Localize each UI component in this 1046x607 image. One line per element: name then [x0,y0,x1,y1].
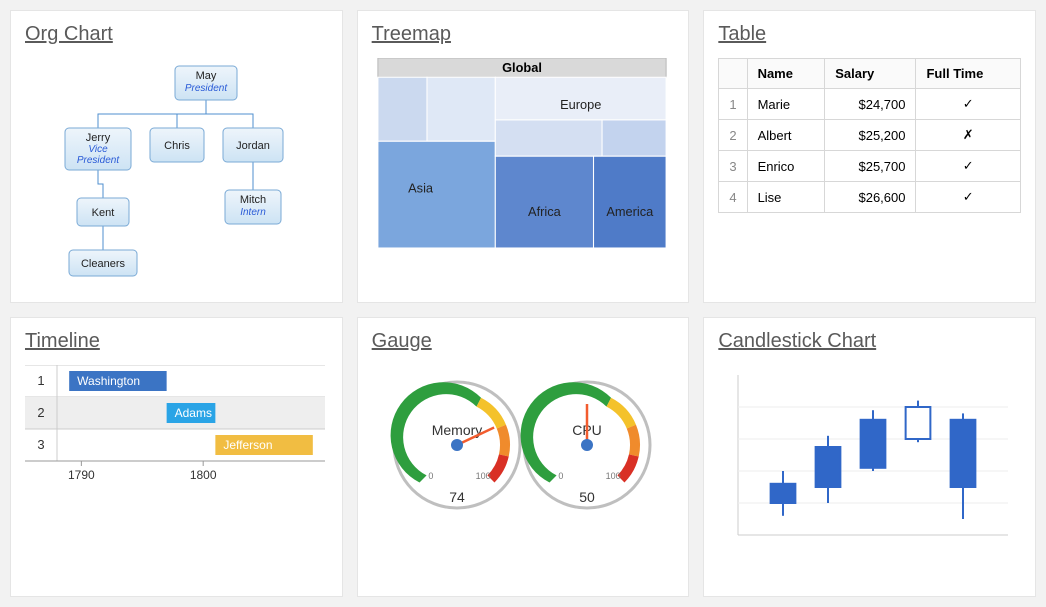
timeline-title[interactable]: Timeline [25,330,328,353]
svg-text:Jefferson: Jefferson [223,438,272,452]
svg-text:Chris: Chris [164,140,190,152]
timeline-chart: 1 Washington 2 Adams 3 Jefferson 1790 1800 [25,365,325,505]
svg-text:Jordan: Jordan [236,140,270,152]
candlestick-bar [861,420,886,468]
svg-text:0: 0 [428,471,433,481]
svg-text:Global: Global [502,60,542,75]
row-salary: $25,200 [825,120,916,151]
svg-text:Washington: Washington [77,374,140,388]
svg-text:Vice: Vice [88,144,108,155]
svg-text:3: 3 [37,437,44,452]
table-row: 1Marie$24,700✓ [719,89,1021,120]
svg-text:0: 0 [558,471,563,481]
candlestick-card: Candlestick Chart [703,317,1036,597]
treemap-card: Treemap Global Asia Europe Africa America [357,10,690,303]
row-fulltime: ✗ [916,120,1021,151]
org-chart-title[interactable]: Org Chart [25,23,328,46]
svg-text:President: President [77,155,120,166]
org-chart: MayPresidentJerryVicePresidentChrisJorda… [25,58,325,283]
timeline-card: Timeline 1 Washington 2 Adams 3 Jefferson 1790… [10,317,343,597]
svg-text:America: America [606,204,654,219]
svg-text:Europe: Europe [560,97,601,112]
org-node-kent: Kent [77,198,129,226]
treemap-title[interactable]: Treemap [372,23,675,46]
svg-text:President: President [185,83,228,94]
table-col-1: Name [747,59,825,89]
svg-text:100: 100 [605,471,620,481]
treemap-chart: Global Asia Europe Africa America [372,58,672,248]
table-row: 4Lise$26,600✓ [719,182,1021,213]
gauge-title[interactable]: Gauge [372,330,675,353]
row-index: 3 [719,151,747,182]
row-salary: $24,700 [825,89,916,120]
table-row: 2Albert$25,200✗ [719,120,1021,151]
data-table: NameSalaryFull Time 1Marie$24,700✓2Alber… [718,58,1021,213]
svg-text:Jerry: Jerry [86,132,111,144]
svg-text:1: 1 [37,373,44,388]
table-col-2: Salary [825,59,916,89]
table-card: Table NameSalaryFull Time 1Marie$24,700✓… [703,10,1036,303]
svg-text:Adams: Adams [175,406,212,420]
row-name: Enrico [747,151,825,182]
org-node-cleaners: Cleaners [69,250,137,276]
table-col-3: Full Time [916,59,1021,89]
svg-text:1800: 1800 [190,468,217,482]
table-title[interactable]: Table [718,23,1021,46]
candlestick-bar [906,407,931,439]
svg-text:Kent: Kent [92,207,115,219]
gauge-card: Gauge 0100Memory740100CPU50 [357,317,690,597]
row-name: Albert [747,120,825,151]
candlestick-bar [951,420,976,487]
row-index: 1 [719,89,747,120]
org-node-may: MayPresident [175,66,237,100]
org-node-jordan: Jordan [223,128,283,162]
row-index: 4 [719,182,747,213]
row-fulltime: ✓ [916,182,1021,213]
svg-text:1790: 1790 [68,468,95,482]
svg-text:Mitch: Mitch [240,194,266,206]
org-node-mitch: MitchIntern [225,190,281,224]
svg-text:May: May [196,70,217,82]
org-chart-card: Org Chart MayPresidentJerryVicePresident… [10,10,343,303]
candlestick-bar [771,484,796,503]
table-col-0 [719,59,747,89]
org-node-chris: Chris [150,128,204,162]
candlestick-title[interactable]: Candlestick Chart [718,330,1021,353]
row-name: Marie [747,89,825,120]
row-salary: $26,600 [825,182,916,213]
table-row: 3Enrico$25,700✓ [719,151,1021,182]
table-header-row: NameSalaryFull Time [719,59,1021,89]
candlestick-chart [718,365,1018,555]
svg-text:100: 100 [475,471,490,481]
svg-text:Asia: Asia [408,180,434,195]
svg-text:Africa: Africa [528,204,562,219]
chart-gallery: Org Chart MayPresidentJerryVicePresident… [10,10,1036,597]
svg-text:Intern: Intern [240,207,266,218]
row-fulltime: ✓ [916,151,1021,182]
row-fulltime: ✓ [916,89,1021,120]
row-index: 2 [719,120,747,151]
row-salary: $25,700 [825,151,916,182]
svg-text:50: 50 [579,489,595,505]
candlestick-bar [816,447,841,487]
svg-text:2: 2 [37,405,44,420]
svg-text:Cleaners: Cleaners [81,258,126,270]
row-name: Lise [747,182,825,213]
org-node-jerry: JerryVicePresident [65,128,131,170]
gauge-chart: 0100Memory740100CPU50 [372,365,672,535]
svg-text:74: 74 [449,489,465,505]
